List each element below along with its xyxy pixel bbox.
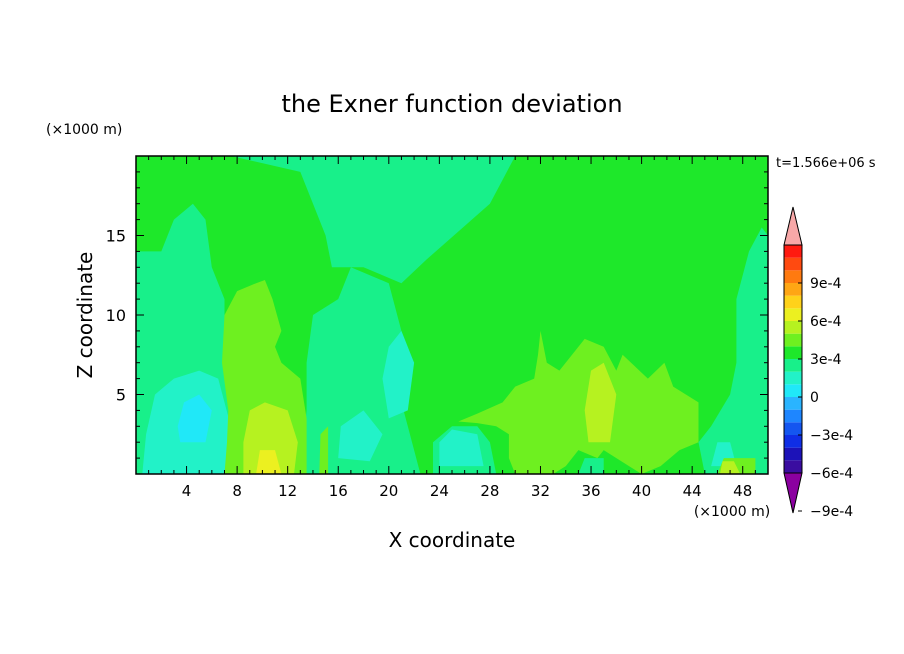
chart-title: the Exner function deviation: [281, 90, 622, 118]
plot-area: [136, 156, 768, 474]
colorbar-swatch: [784, 308, 802, 321]
x-tick-label: 36: [581, 482, 600, 500]
colorbar-swatch: [784, 371, 802, 385]
contour-region: [698, 227, 768, 474]
colorbar-label: 6e-4: [810, 314, 842, 330]
colorbar-swatch: [784, 435, 802, 448]
colorbar-swatch: [784, 321, 802, 334]
y-tick-label: 5: [116, 386, 126, 405]
y-axis-label: Z coordinate: [73, 252, 97, 379]
contour-region: [300, 267, 421, 474]
colorbar-swatch: [784, 422, 802, 435]
colorbar-swatch: [784, 460, 802, 473]
colorbar-swatch: [784, 270, 802, 283]
x-tick-label: 24: [430, 482, 449, 500]
colorbar-max-arrow: [783, 206, 803, 246]
colorbar-swatch: [784, 447, 802, 461]
colorbar: 9e-4 6e-4 3e-4 0 −3e-4 −6e-4 −9e-4: [783, 206, 853, 520]
y-unit-label: (×1000 m): [46, 122, 122, 138]
colorbar-swatch: [784, 245, 802, 258]
time-label: t=1.566e+06 s: [776, 156, 876, 171]
contour-region: [319, 426, 329, 474]
x-tick-label: 4: [182, 482, 192, 500]
x-tick-label: 44: [683, 482, 702, 500]
contour-region: [382, 330, 415, 419]
contour-region: [584, 362, 617, 443]
x-unit-label: (×1000 m): [694, 504, 770, 520]
colorbar-min-arrow: [783, 472, 803, 514]
colorbar-swatch: [784, 283, 802, 296]
x-tick-label: 8: [232, 482, 242, 500]
colorbar-label: −6e-4: [810, 466, 853, 482]
colorbar-label: 3e-4: [810, 352, 842, 368]
x-tick-label: 32: [531, 482, 550, 500]
contour-region: [177, 394, 212, 443]
colorbar-label: −3e-4: [810, 428, 853, 444]
contour-region: [458, 330, 699, 474]
x-axis: 4 8 12 16 20 24 28 32 36 40 44 48: [148, 156, 756, 500]
x-axis-label: X coordinate: [389, 528, 516, 552]
contour-region: [338, 410, 383, 462]
colorbar-swatch: [784, 346, 802, 359]
contour-region: [256, 450, 282, 474]
contour-region: [720, 461, 741, 474]
x-tick-label: 40: [632, 482, 651, 500]
colorbar-label: −9e-4: [810, 504, 853, 520]
y-tick-label: 15: [106, 227, 126, 246]
colorbar-swatch: [784, 295, 802, 309]
y-axis: 5 10 15: [106, 171, 768, 459]
x-tick-label: 16: [329, 482, 348, 500]
colorbar-swatch: [784, 359, 802, 372]
contour-region: [230, 156, 516, 284]
colorbar-swatch: [784, 257, 802, 271]
colorbar-label: 0: [810, 390, 819, 406]
contour-region: [439, 429, 484, 467]
x-tick-label: 28: [480, 482, 499, 500]
colorbar-swatch: [784, 333, 802, 347]
colorbar-swatch: [784, 409, 802, 423]
y-tick-label: 10: [106, 306, 126, 325]
x-tick-label: 20: [379, 482, 398, 500]
x-tick-label: 48: [733, 482, 752, 500]
colorbar-label: 9e-4: [810, 276, 842, 292]
colorbar-swatch: [784, 397, 802, 410]
contour-region: [243, 402, 298, 474]
x-tick-label: 12: [278, 482, 297, 500]
colorbar-swatch: [784, 384, 802, 397]
